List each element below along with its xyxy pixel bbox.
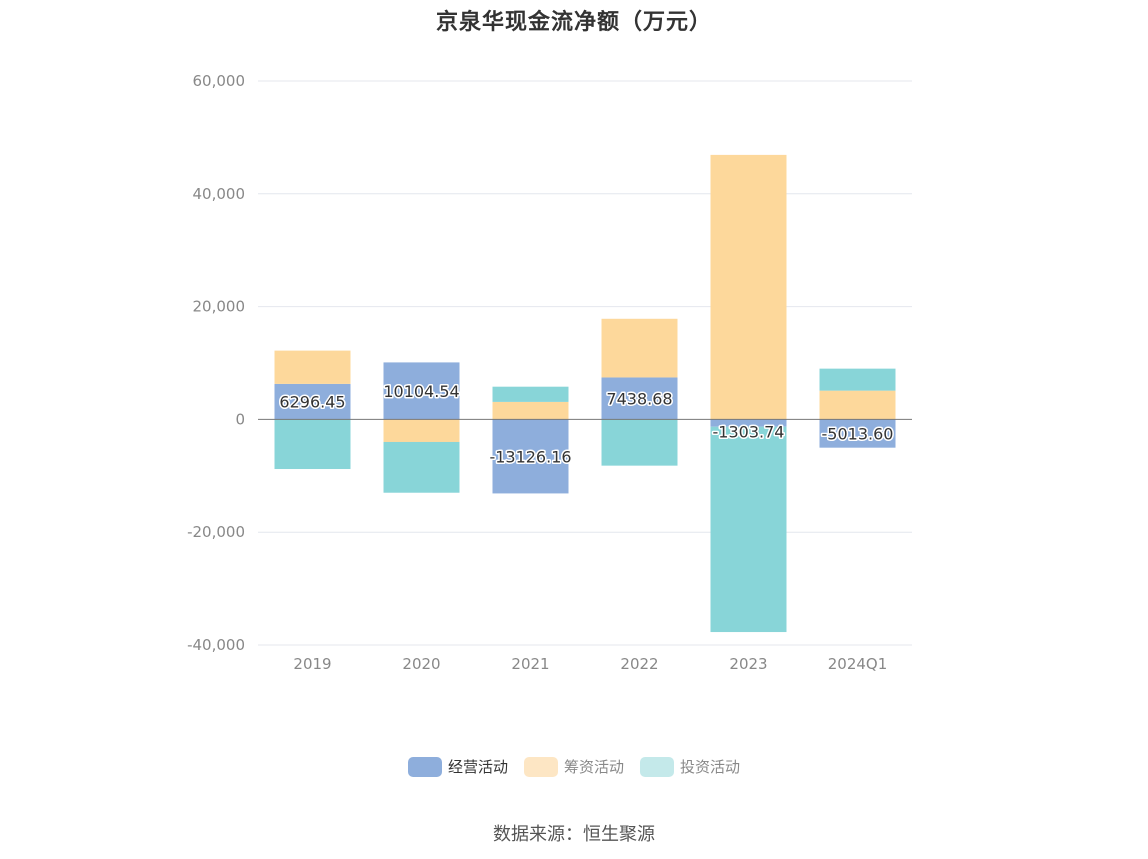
- grid-layer: [258, 80, 912, 646]
- legend-label-operating: 经营活动: [447, 758, 508, 776]
- label-layer: 6296.45 10104.54 -13126.16 7438.68 -1303.74 -…: [278, 380, 895, 468]
- bar-financing-2023[interactable]: [710, 154, 787, 420]
- bar-investing-2022[interactable]: [601, 419, 678, 466]
- y-tick-label: -20,000: [187, 523, 245, 541]
- bar-investing-2020[interactable]: [383, 441, 460, 493]
- legend: 经营活动 筹资活动 投资活动: [0, 756, 1148, 777]
- y-tick-label: 0: [235, 410, 245, 428]
- axis-layer: 60,000 40,000 20,000 0 -20,000 -40,000 2019 202…: [187, 72, 912, 673]
- legend-swatch-financing: [523, 756, 558, 777]
- bar-investing-2021[interactable]: [492, 386, 569, 402]
- x-tick-label: 2021: [511, 655, 549, 673]
- legend-item-operating[interactable]: 经营活动: [407, 756, 508, 777]
- data-label-operating: -1303.74: [713, 422, 785, 441]
- bar-investing-2019[interactable]: [274, 419, 351, 470]
- legend-label-investing: 投资活动: [680, 758, 741, 776]
- bar-financing-2022[interactable]: [601, 318, 678, 378]
- legend-label-financing: 筹资活动: [563, 758, 624, 776]
- data-label-operating: 7438.68: [606, 389, 672, 408]
- bar-operating-2024Q1[interactable]: [819, 419, 896, 448]
- bar-financing-2020[interactable]: [383, 419, 460, 442]
- bar-operating-2022[interactable]: [601, 377, 678, 420]
- chart-title: 京泉华现金流净额（万元）: [435, 10, 712, 35]
- data-label-operating: 6296.45: [279, 393, 345, 412]
- y-tick-label: -40,000: [187, 636, 245, 654]
- x-tick-label: 2022: [620, 655, 658, 673]
- legend-swatch-investing: [640, 756, 674, 777]
- bar-investing-2024Q1[interactable]: [819, 368, 896, 391]
- bar-investing-2023[interactable]: [710, 426, 787, 633]
- y-tick-label: 20,000: [193, 298, 246, 316]
- legend-item-financing[interactable]: 筹资活动: [523, 756, 624, 777]
- legend-swatch-operating: [407, 756, 442, 777]
- bar-operating-2021[interactable]: [492, 419, 569, 494]
- x-tick-label: 2019: [293, 655, 331, 673]
- bar-financing-2024Q1[interactable]: [819, 390, 896, 420]
- data-label-operating: -13126.16: [489, 447, 571, 466]
- bar-operating-2020[interactable]: [383, 362, 460, 420]
- x-tick-label: 2023: [729, 655, 767, 673]
- y-tick-label: 60,000: [193, 72, 246, 90]
- bar-layer: [274, 154, 896, 633]
- y-tick-label: 40,000: [193, 185, 246, 203]
- data-label-operating: -5013.60: [822, 425, 894, 444]
- bar-operating-2019[interactable]: [274, 383, 351, 420]
- legend-item-investing[interactable]: 投资活动: [640, 756, 740, 777]
- bar-operating-2023[interactable]: [710, 419, 787, 427]
- x-tick-label: 2020: [402, 655, 440, 673]
- data-source: 数据来源：恒生聚源: [493, 824, 655, 845]
- x-tick-label: 2024Q1: [828, 655, 888, 673]
- bar-financing-2019[interactable]: [274, 350, 351, 384]
- bar-financing-2021[interactable]: [492, 401, 569, 420]
- data-label-operating: 10104.54: [383, 382, 459, 401]
